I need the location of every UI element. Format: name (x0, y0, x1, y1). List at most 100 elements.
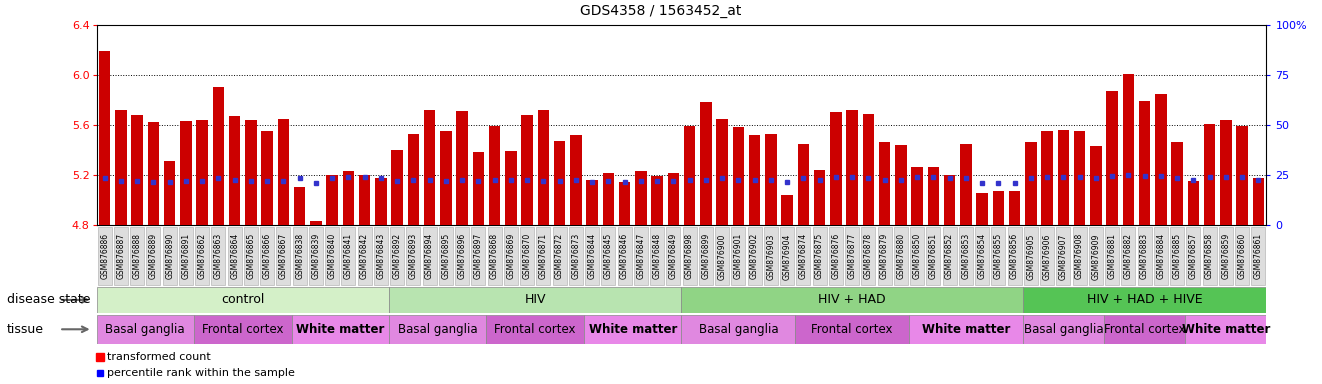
Text: control: control (221, 293, 264, 306)
Bar (617, 227, 632, 285)
Bar (879, 142, 890, 225)
Text: GSM876871: GSM876871 (539, 233, 547, 280)
Bar (1204, 124, 1215, 225)
Bar (309, 227, 323, 285)
Text: Basal ganglia: Basal ganglia (698, 323, 779, 336)
Text: GSM876882: GSM876882 (1124, 233, 1133, 279)
Bar (830, 113, 842, 225)
Text: GSM876845: GSM876845 (604, 233, 613, 280)
Bar (701, 103, 711, 225)
Text: GSM876888: GSM876888 (132, 233, 141, 279)
Bar (196, 227, 209, 285)
Bar (488, 227, 501, 285)
Bar (682, 287, 1023, 313)
Text: GDS4358 / 1563452_at: GDS4358 / 1563452_at (580, 4, 742, 18)
Bar (911, 227, 924, 285)
Bar (1171, 142, 1183, 225)
Text: Basal ganglia: Basal ganglia (1023, 323, 1103, 336)
Bar (99, 51, 110, 225)
Text: Frontal cortex: Frontal cortex (494, 323, 576, 336)
Text: GSM876887: GSM876887 (116, 233, 126, 280)
Bar (1091, 146, 1101, 225)
Bar (976, 227, 989, 285)
Bar (797, 144, 809, 225)
Bar (389, 287, 682, 313)
Bar (278, 119, 290, 225)
Text: GSM876856: GSM876856 (1010, 233, 1019, 280)
Bar (943, 227, 957, 285)
Bar (1252, 227, 1265, 285)
Bar (586, 227, 599, 285)
Bar (276, 227, 291, 285)
Bar (603, 174, 613, 225)
Bar (245, 227, 258, 285)
Bar (1040, 227, 1054, 285)
Text: GSM876908: GSM876908 (1075, 233, 1084, 280)
Bar (293, 187, 305, 225)
Bar (635, 171, 646, 225)
Text: White matter: White matter (296, 323, 385, 336)
Bar (1025, 227, 1038, 285)
Text: GSM876889: GSM876889 (149, 233, 157, 280)
Text: GSM876881: GSM876881 (1108, 233, 1117, 279)
Bar (1170, 227, 1185, 285)
Text: Frontal cortex: Frontal cortex (1104, 323, 1186, 336)
Bar (845, 227, 859, 285)
Bar (505, 151, 517, 225)
Bar (358, 227, 371, 285)
Bar (327, 175, 338, 225)
Bar (1058, 130, 1069, 225)
Bar (178, 227, 193, 285)
Text: GSM876875: GSM876875 (816, 233, 824, 280)
Bar (796, 227, 810, 285)
Bar (781, 195, 793, 225)
Text: GSM876854: GSM876854 (977, 233, 986, 280)
Bar (440, 131, 452, 225)
Text: GSM876850: GSM876850 (912, 233, 921, 280)
Bar (958, 227, 973, 285)
Text: GSM876864: GSM876864 (230, 233, 239, 280)
Bar (245, 120, 256, 225)
Bar (652, 176, 662, 225)
Bar (389, 315, 486, 344)
Text: GSM876884: GSM876884 (1157, 233, 1166, 280)
Bar (1007, 227, 1022, 285)
Text: GSM876867: GSM876867 (279, 233, 288, 280)
Bar (1042, 131, 1052, 225)
Text: GSM876861: GSM876861 (1253, 233, 1263, 280)
Text: GSM876878: GSM876878 (863, 233, 873, 280)
Text: GSM876885: GSM876885 (1173, 233, 1182, 280)
Text: GSM876906: GSM876906 (1043, 233, 1051, 280)
Bar (553, 227, 567, 285)
Bar (194, 315, 291, 344)
Text: GSM876865: GSM876865 (246, 233, 255, 280)
Text: GSM876844: GSM876844 (587, 233, 596, 280)
Text: GSM876863: GSM876863 (214, 233, 223, 280)
Bar (504, 227, 518, 285)
Text: GSM876838: GSM876838 (295, 233, 304, 280)
Bar (131, 227, 144, 285)
Text: GSM876849: GSM876849 (669, 233, 678, 280)
Bar (1025, 142, 1036, 225)
Bar (668, 174, 680, 225)
Bar (1220, 120, 1232, 225)
Bar (1219, 227, 1232, 285)
Bar (863, 114, 874, 225)
Text: GSM876840: GSM876840 (328, 233, 337, 280)
Text: Frontal cortex: Frontal cortex (812, 323, 892, 336)
Bar (910, 315, 1023, 344)
Bar (717, 119, 728, 225)
Bar (993, 191, 1003, 225)
Bar (1154, 227, 1167, 285)
Bar (1073, 131, 1085, 225)
Bar (407, 134, 419, 225)
Text: GSM876901: GSM876901 (734, 233, 743, 280)
Bar (1009, 191, 1021, 225)
Bar (486, 315, 584, 344)
Text: tissue: tissue (7, 323, 44, 336)
Bar (115, 110, 127, 225)
Bar (311, 221, 321, 225)
Bar (602, 227, 615, 285)
Bar (163, 227, 177, 285)
Bar (683, 126, 695, 225)
